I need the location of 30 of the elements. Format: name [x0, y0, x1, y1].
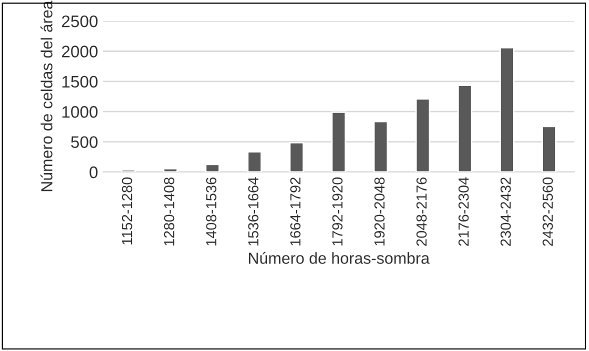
x-tick-label: 2048-2176 [416, 177, 427, 246]
y-tick-label: 1000 [62, 106, 98, 118]
x-tick-label: 2432-2560 [542, 177, 553, 246]
y-axis-title: Número de celdas del área [40, 0, 52, 192]
bar [205, 164, 220, 172]
y-tick-label: 1500 [62, 76, 98, 88]
y-tick-label: 0 [90, 166, 98, 178]
x-tick-label: 2304-2432 [500, 178, 511, 246]
x-tick-label: 1408-1536 [206, 177, 216, 246]
x-tick-label: 1664-1792 [290, 178, 301, 246]
x-tick-label: 1792-1920 [332, 177, 343, 246]
bar [542, 126, 556, 172]
bar [373, 120, 388, 172]
bar [331, 112, 346, 172]
bar [247, 151, 262, 172]
x-tick-label: 1280-1408 [164, 177, 174, 246]
y-tick-label: 2500 [62, 15, 98, 28]
y-tick-label: 2000 [62, 46, 98, 58]
x-tick-label: 2176-2304 [458, 177, 469, 246]
bar [500, 46, 514, 172]
bar [289, 142, 304, 172]
bar [162, 168, 178, 172]
x-tick-label: 1152-1280 [122, 177, 132, 244]
y-tick-label: 500 [71, 136, 98, 148]
bar [120, 169, 136, 172]
bar [415, 98, 430, 172]
x-axis-title: Número de horas-sombra [249, 252, 430, 264]
x-tick-label: 1920-2048 [374, 177, 385, 246]
x-tick-label: 1536-1664 [248, 177, 258, 246]
bar [457, 84, 472, 172]
